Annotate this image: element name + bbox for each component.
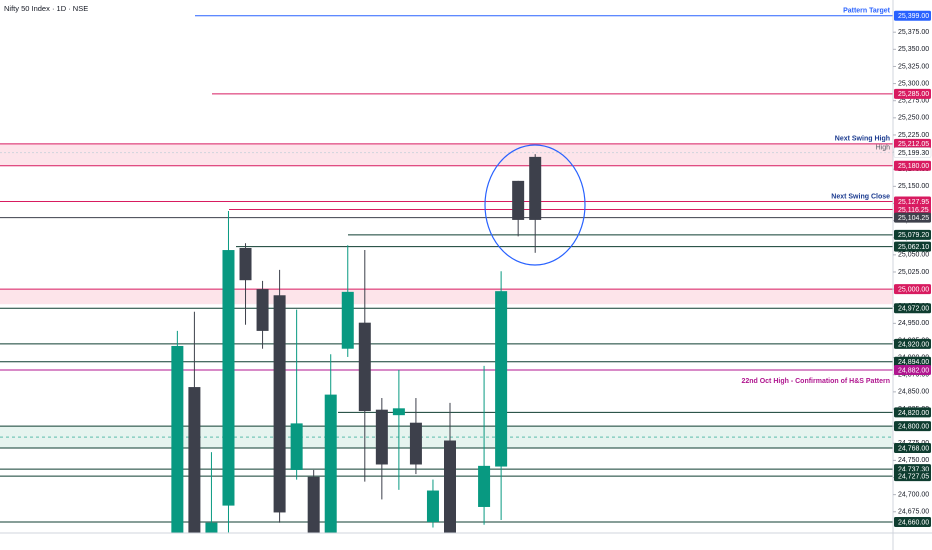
price-tag <box>894 364 931 375</box>
price-tag <box>894 517 931 528</box>
price-tag-label: 25,399.00 <box>898 13 929 20</box>
y-tick-label: 25,250.00 <box>898 115 929 122</box>
price-tag-label: 24,920.00 <box>898 341 929 348</box>
price-tag <box>894 241 931 252</box>
price-tag <box>894 88 931 99</box>
y-tick-label: 25,025.00 <box>898 269 929 276</box>
price-tag <box>894 204 931 215</box>
candle-body <box>392 408 405 416</box>
y-tick-label: 24,850.00 <box>898 389 929 396</box>
price-tag-label: 24,727.05 <box>898 473 929 480</box>
price-tag-label: 25,180.00 <box>898 163 929 170</box>
candle-body <box>375 409 388 465</box>
y-tick-label: 24,675.00 <box>898 509 929 516</box>
y-tick-label: 24,875.00 <box>898 372 929 379</box>
candle-body <box>273 295 286 513</box>
price-tag-label: 24,972.00 <box>898 306 929 313</box>
candle-body <box>256 289 269 331</box>
price-tag <box>894 443 931 454</box>
candle-body <box>188 387 201 533</box>
highlight-ellipse <box>484 144 586 266</box>
price-tag-label: 25,212.05 <box>898 141 929 148</box>
price-tag <box>894 356 931 367</box>
y-tick-label: 24,750.00 <box>898 457 929 464</box>
y-tick-label: 25,275.00 <box>898 98 929 105</box>
price-tag <box>894 229 931 240</box>
price-tag <box>893 147 932 158</box>
price-tag-label: 25,062.10 <box>898 244 929 251</box>
y-tick-label: 25,350.00 <box>898 46 929 53</box>
level-note: Next Swing High <box>835 136 890 143</box>
y-tick-label: 25,050.00 <box>898 252 929 259</box>
y-tick-label: 24,950.00 <box>898 320 929 327</box>
price-tag <box>894 303 931 314</box>
price-tag <box>894 10 931 21</box>
price-tag <box>894 138 931 149</box>
candle-body <box>529 156 542 220</box>
candle-body <box>444 440 456 533</box>
price-tag-label: 25,079.20 <box>898 232 929 239</box>
price-tag <box>894 212 931 223</box>
candle-body <box>512 180 525 220</box>
level-note: High <box>876 144 891 151</box>
price-tag-label: 24,894.00 <box>898 359 929 366</box>
price-tag-label: 25,116.25 <box>898 207 929 214</box>
y-tick-label: 25,150.00 <box>898 183 929 190</box>
candle-body <box>495 291 508 467</box>
candle-body <box>222 250 235 506</box>
price-tag <box>894 338 931 349</box>
price-tag <box>894 160 931 171</box>
price-tag-label: 24,660.00 <box>898 519 929 526</box>
price-tag-label: 24,800.00 <box>898 423 929 430</box>
y-tick-label: 24,700.00 <box>898 491 929 498</box>
price-tag <box>894 421 931 432</box>
price-tag-label: 24,768.00 <box>898 445 929 452</box>
candle-body <box>341 291 354 349</box>
candle-body <box>478 465 491 507</box>
price-tag-label: 25,127.95 <box>898 199 929 206</box>
candle-body <box>307 476 320 533</box>
price-tag <box>894 471 931 482</box>
price-tag <box>894 407 931 418</box>
chart-title: Nifty 50 Index · 1D · NSE <box>4 4 88 13</box>
y-tick-label: 25,325.00 <box>898 63 929 70</box>
y-tick-label: 25,375.00 <box>898 29 929 36</box>
zone <box>0 143 893 166</box>
candle-body <box>324 394 337 533</box>
price-tag-label: 25,104.25 <box>898 215 929 222</box>
level-note: Next Swing Close <box>831 193 890 200</box>
y-tick-label: 25,225.00 <box>898 132 929 139</box>
candle-body <box>409 422 422 465</box>
candle-body <box>290 423 303 470</box>
y-tick-label: 25,300.00 <box>898 80 929 87</box>
price-tag-label: 25,285.00 <box>898 91 929 98</box>
candle-body <box>426 490 439 523</box>
zone <box>0 289 893 305</box>
price-tag-label: 25,199.30 <box>898 150 929 157</box>
candle-body <box>239 248 252 281</box>
candle-body <box>171 345 184 533</box>
price-tag-label: 24,882.00 <box>898 367 929 374</box>
price-tag-label: 24,737.30 <box>898 466 929 473</box>
candle-body <box>205 522 218 533</box>
level-note: 22nd Oct High - Confirmation of H&S Patt… <box>741 378 890 385</box>
candle-body <box>358 322 371 412</box>
level-note: Pattern Target <box>843 8 891 15</box>
price-tag-label: 24,820.00 <box>898 410 929 417</box>
price-tag-label: 25,000.00 <box>898 286 929 293</box>
price-tag <box>894 284 931 295</box>
price-tag <box>894 196 931 207</box>
